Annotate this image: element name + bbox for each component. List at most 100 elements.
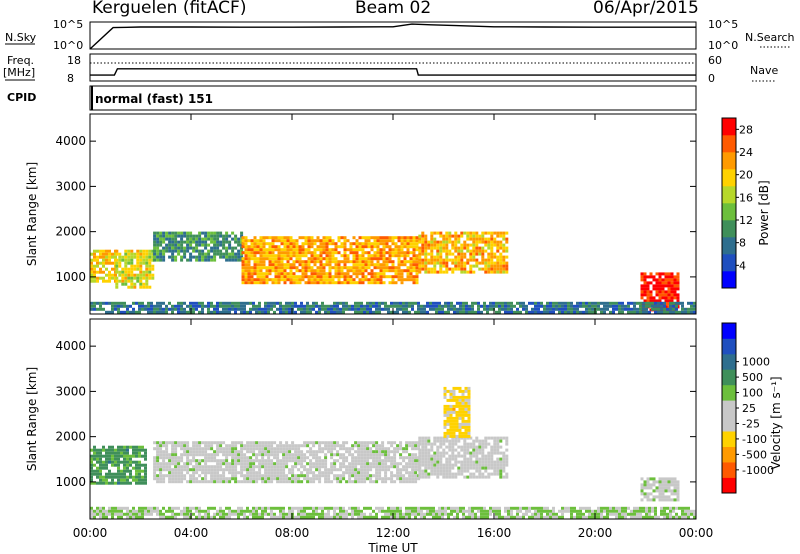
velocity-echo-region <box>640 477 680 502</box>
colorbar-swatch <box>722 384 736 401</box>
colorbar-tick-label: 4 <box>739 259 746 272</box>
colorbar-swatch <box>722 400 736 417</box>
station-title: Kerguelen (fitACF) <box>92 0 247 18</box>
colorbar-swatch <box>722 415 736 432</box>
cpid-value: normal (fast) 151 <box>95 92 213 106</box>
nave-tick-top: 60 <box>708 54 722 67</box>
velocity-y-label: Slant Range [km] <box>25 367 39 471</box>
cpid-frame <box>89 85 697 111</box>
nsky-label: N.Sky <box>5 31 37 44</box>
colorbar-tick-label: 500 <box>742 371 763 384</box>
date-title: 06/Apr/2015 <box>593 0 699 18</box>
power-x-axis <box>89 114 697 314</box>
velocity-heatmap <box>90 386 696 519</box>
power-echo-region <box>115 249 155 289</box>
y-tick-label: 4000 <box>55 134 86 148</box>
freq-unit: [MHz] <box>3 66 35 79</box>
y-tick-label: 2000 <box>55 430 86 444</box>
nsearch-label: N.Search <box>745 31 795 44</box>
colorbar-tick-label: 100 <box>742 387 763 400</box>
colorbar-swatch <box>722 338 736 355</box>
power-echo-region <box>418 231 509 274</box>
velocity-colorbar-label: Velocity [m s⁻¹] <box>769 376 783 469</box>
colorbar-tick-label: -25 <box>742 417 760 430</box>
x-axis-title: Time UT <box>367 541 418 554</box>
colorbar-swatch <box>722 446 736 463</box>
colorbar-tick-label: 24 <box>739 146 753 159</box>
cpid-label: CPID <box>7 91 36 104</box>
nave-tick-bottom: 0 <box>708 72 715 85</box>
velocity-echo-region <box>443 386 471 438</box>
colorbar-tick-label: 28 <box>739 123 753 136</box>
y-tick-label: 1000 <box>55 475 86 489</box>
colorbar-swatch <box>722 186 736 204</box>
nsearch-tick-top: 10^5 <box>708 18 738 31</box>
nave-label: Nave <box>750 64 778 77</box>
colorbar-tick-label: 16 <box>739 191 753 204</box>
freq-label: Freq. <box>7 54 34 67</box>
velocity-echo-region <box>153 441 421 484</box>
nsky-frame <box>89 21 697 50</box>
colorbar-swatch <box>722 169 736 187</box>
colorbar-swatch <box>722 118 736 136</box>
nsky-series-line <box>89 23 696 50</box>
colorbar-frame <box>721 117 737 289</box>
freq-strip: Freq. [MHz] 18 8 60 0 Nave <box>3 53 778 85</box>
y-tick-label: 2000 <box>55 225 86 239</box>
y-tick-label: 3000 <box>55 179 86 193</box>
x-tick-label: 12:00 <box>376 526 411 540</box>
beam-title: Beam 02 <box>355 0 432 18</box>
colorbar-tick-label: 8 <box>739 237 746 250</box>
power-y-label: Slant Range [km] <box>25 162 39 266</box>
colorbar-tick-label: -1000 <box>742 464 774 477</box>
velocity-y-axis: 1000 2000 3000 4000 <box>55 339 696 489</box>
nsky-tick-top: 10^5 <box>53 18 83 31</box>
power-colorbar-label: Power [dB] <box>757 180 771 245</box>
colorbar-swatch <box>722 203 736 221</box>
colorbar-swatch <box>722 254 736 272</box>
colorbar-tick-label: -500 <box>742 448 767 461</box>
colorbar-swatch <box>722 431 736 447</box>
colorbar-swatch <box>722 135 736 153</box>
x-tick-label: 00:00 <box>679 526 714 540</box>
y-tick-label: 3000 <box>55 384 86 398</box>
x-tick-label: 04:00 <box>174 526 209 540</box>
power-y-axis: 1000 2000 3000 4000 <box>55 134 696 284</box>
power-colorbar: 4 8 12 16 20 24 28 <box>721 117 753 289</box>
cpid-strip: CPID normal (fast) 151 <box>7 85 697 111</box>
colorbar-swatch <box>722 152 736 170</box>
colorbar-swatch <box>722 323 736 339</box>
colorbar-tick-label: 1000 <box>742 356 770 369</box>
velocity-echo-region <box>90 445 147 485</box>
colorbar-swatch <box>722 477 736 494</box>
colorbar-swatch <box>722 353 736 370</box>
colorbar-swatch <box>722 220 736 238</box>
x-tick-label: 08:00 <box>275 526 310 540</box>
power-panel: 1000 2000 3000 4000 Slant Range [km] 4 8 12 16… <box>25 113 771 315</box>
velocity-x-axis: 00:00 04:00 08:00 12:00 16:00 20:00 00:00 <box>73 319 714 540</box>
freq-tick-top: 18 <box>67 54 81 67</box>
colorbar-swatch <box>722 369 736 386</box>
colorbar-tick-label: 25 <box>742 402 756 415</box>
x-tick-label: 20:00 <box>578 526 613 540</box>
power-echo-region <box>153 231 244 262</box>
colorbar-tick-label: 12 <box>739 214 753 227</box>
y-tick-label: 4000 <box>55 339 86 353</box>
colorbar-swatch <box>722 271 736 289</box>
freq-frame <box>89 53 697 82</box>
nsky-tick-bottom: 10^0 <box>53 39 83 52</box>
colorbar-swatch <box>722 237 736 255</box>
nsearch-tick-bottom: 10^0 <box>708 39 738 52</box>
power-echo-region <box>241 236 419 285</box>
power-echo-region <box>90 301 696 314</box>
x-tick-label: 00:00 <box>73 526 108 540</box>
x-tick-label: 16:00 <box>477 526 512 540</box>
freq-tick-bottom: 8 <box>67 72 74 85</box>
power-echo-region <box>90 249 117 283</box>
freq-series-line <box>90 68 696 76</box>
velocity-echo-region <box>418 436 509 479</box>
colorbar-swatch <box>722 462 736 478</box>
colorbar-tick-label: -100 <box>742 433 767 446</box>
velocity-panel: 1000 2000 3000 4000 00:00 04:00 08:00 12:00 16:… <box>25 318 783 554</box>
